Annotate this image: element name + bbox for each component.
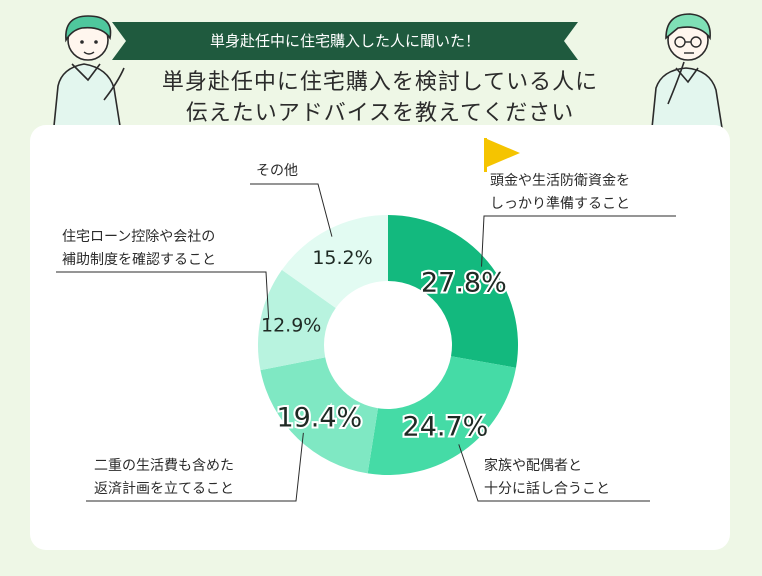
value-label-3: 19.4% [276, 402, 362, 433]
ribbon-text: 単身赴任中に住宅購入した人に聞いた！ [209, 32, 480, 50]
label-slice-1: 頭金や生活防衛資金を しっかり準備すること [490, 173, 630, 212]
slice-5 [281, 215, 388, 309]
leader-line-1 [481, 215, 676, 267]
slice-4 [257, 269, 336, 371]
flag-icon [484, 138, 520, 172]
leader-line-3 [86, 432, 304, 502]
label-slice-3: 二重の生活費も含めた 返済計画を立てること [94, 458, 234, 497]
slice-2 [367, 356, 516, 475]
leader-line-4 [56, 271, 270, 320]
header-ribbon [112, 22, 578, 60]
slice-1 [388, 215, 518, 368]
leader-line-5 [250, 183, 333, 237]
label-slice-5: その他 [256, 163, 298, 179]
page-title-line-2: 伝えたいアドバイスを教えてください [185, 101, 575, 126]
value-label-2: 24.7% [403, 412, 489, 443]
slice-3 [260, 357, 378, 474]
page-title-line-1: 単身赴任中に住宅購入を検討している人に [161, 70, 599, 95]
woman-illustration [53, 15, 125, 126]
man-illustration [651, 13, 723, 128]
leader-line-2 [458, 444, 650, 502]
label-slice-2: 家族や配偶者と 十分に話し合うこと [484, 458, 610, 497]
value-label-1: 27.8% [421, 267, 507, 298]
value-label-5: 15.2% [312, 247, 372, 269]
value-label-4: 12.9% [261, 314, 321, 336]
label-slice-4: 住宅ローン控除や会社の 補助制度を確認すること [62, 229, 216, 268]
chart-card [30, 125, 730, 550]
